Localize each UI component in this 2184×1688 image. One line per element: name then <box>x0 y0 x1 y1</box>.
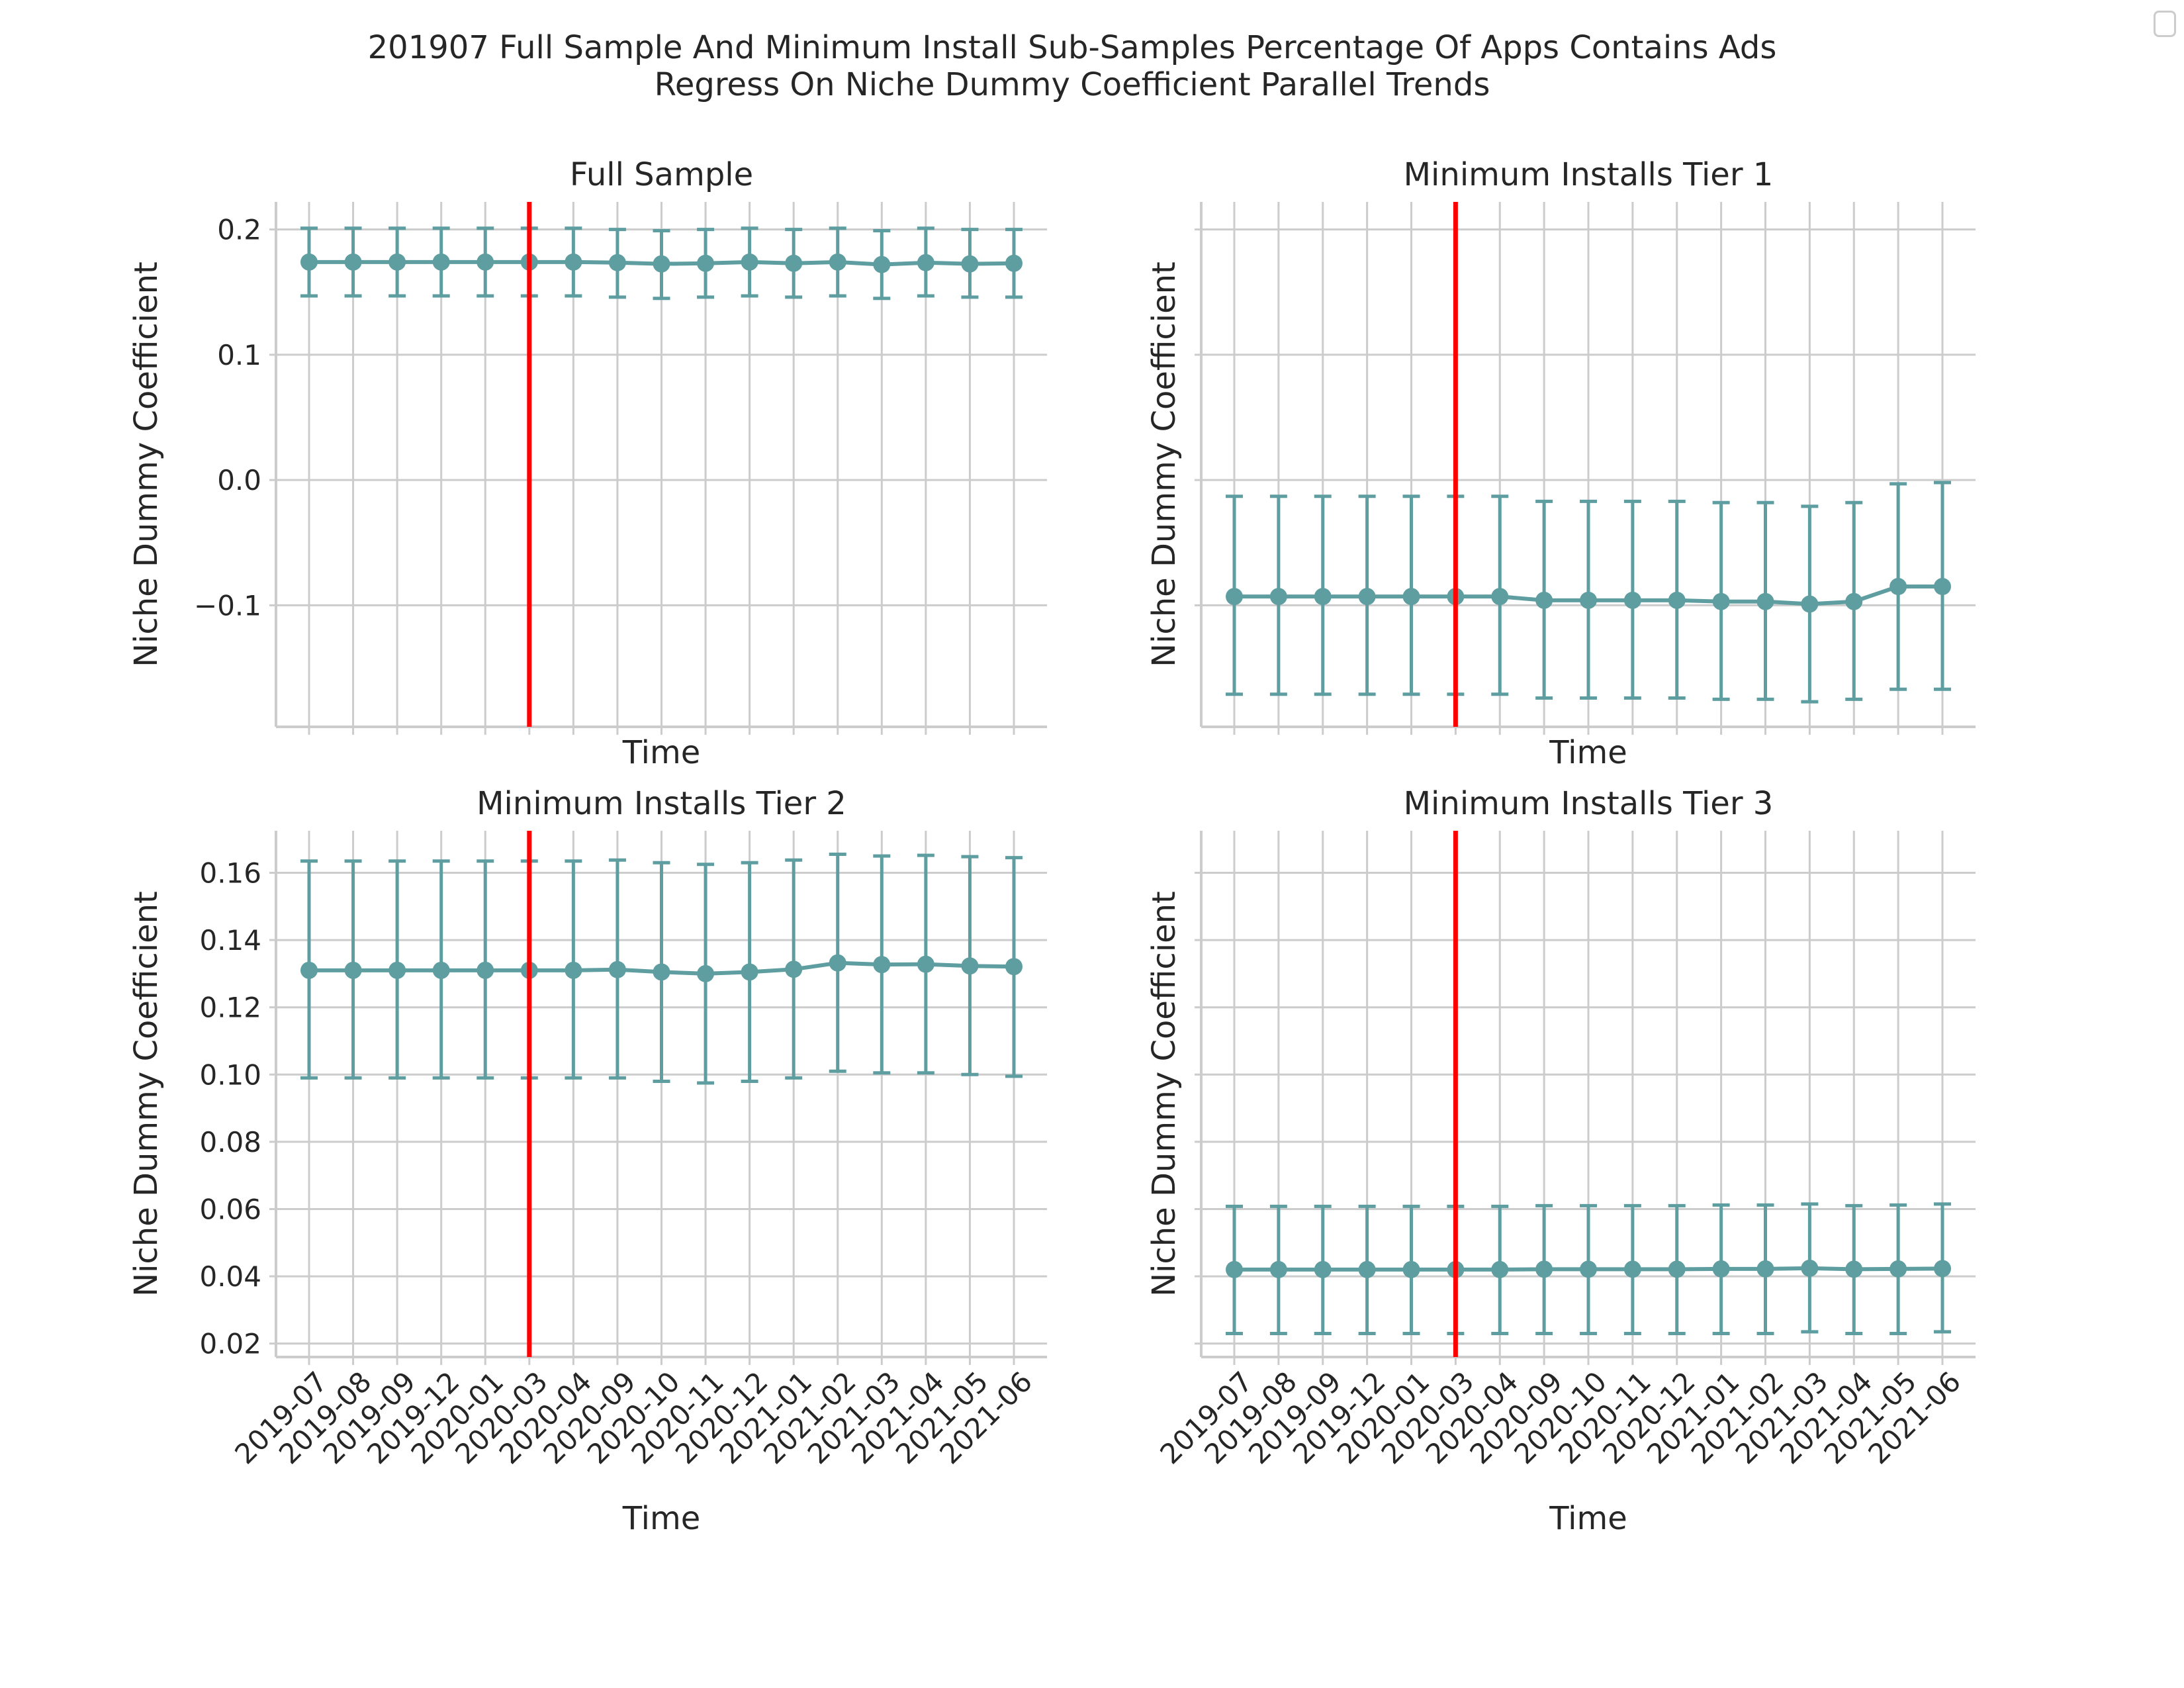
data-point <box>1358 588 1376 606</box>
y-tick-label: −0.1 <box>194 589 261 622</box>
data-point <box>961 255 979 273</box>
y-tick-label: 0.16 <box>199 857 261 889</box>
data-point <box>697 964 715 982</box>
data-point <box>873 956 891 974</box>
data-point <box>917 955 934 973</box>
y-tick-label: 0.06 <box>199 1193 261 1225</box>
data-point <box>697 254 715 272</box>
data-point <box>829 253 846 271</box>
data-point <box>1005 254 1023 272</box>
data-point <box>432 253 450 271</box>
data-point <box>388 253 406 271</box>
data-point <box>477 961 494 979</box>
data-point <box>388 961 406 979</box>
y-axis-label: Niche Dummy Coefficient <box>128 891 165 1297</box>
data-point <box>1580 1260 1597 1278</box>
y-tick-label: 0.12 <box>199 992 261 1024</box>
data-point <box>344 961 362 979</box>
x-axis-label: Time <box>622 734 700 771</box>
x-axis-label: Time <box>1549 734 1627 771</box>
data-point <box>1801 1259 1819 1277</box>
y-tick-label: 0.08 <box>199 1126 261 1158</box>
y-axis-label: Niche Dummy Coefficient <box>1146 261 1183 667</box>
data-point <box>608 961 626 978</box>
data-point <box>1756 1260 1774 1278</box>
x-axis-label: Time <box>622 1500 700 1537</box>
y-axis-label: Niche Dummy Coefficient <box>128 261 165 667</box>
data-point <box>1402 1260 1420 1278</box>
y-tick-label: 0.1 <box>217 339 261 371</box>
data-point <box>1756 592 1774 610</box>
subplot-title: Minimum Installs Tier 2 <box>477 785 846 822</box>
subplot-2: Minimum Installs Tier 1 Time Niche Dummy C… <box>1146 156 1976 771</box>
data-point <box>785 961 803 978</box>
data-point <box>961 957 979 975</box>
data-point <box>653 255 670 273</box>
data-point <box>1934 578 1951 596</box>
data-point <box>432 961 450 979</box>
y-tick-label: 0.04 <box>199 1260 261 1293</box>
data-point <box>477 253 494 271</box>
data-point <box>873 256 891 273</box>
data-point <box>1491 1260 1509 1278</box>
data-point <box>1623 1260 1641 1278</box>
figure-title-line-2: Regress On Niche Dummy Coefficient Paral… <box>655 66 1490 103</box>
data-point <box>565 253 582 271</box>
data-point <box>1934 1260 1951 1278</box>
data-point <box>1402 588 1420 606</box>
subplot-title: Minimum Installs Tier 3 <box>1404 785 1774 822</box>
data-point <box>1580 591 1597 609</box>
y-tick-label: 0.2 <box>217 214 261 246</box>
y-tick-label: 0.10 <box>199 1058 261 1091</box>
data-point <box>1712 592 1730 610</box>
data-point <box>608 254 626 271</box>
data-point <box>300 961 318 979</box>
y-tick-label: 0.14 <box>199 924 261 957</box>
data-point <box>1005 958 1023 976</box>
data-point <box>1535 591 1553 609</box>
data-point <box>1889 578 1907 596</box>
data-point <box>785 254 803 272</box>
data-point <box>1668 1260 1686 1278</box>
y-axis-label: Niche Dummy Coefficient <box>1146 891 1183 1297</box>
x-axis-label: Time <box>1549 1500 1627 1537</box>
y-tick-label: 0.02 <box>199 1328 261 1360</box>
subplot-title: Full Sample <box>570 156 753 193</box>
subplot-grid: −0.1 0.0 0.1 0.2 Full Sample Time Niche Dummy … <box>128 156 1976 1537</box>
data-point <box>1226 1260 1243 1278</box>
data-point <box>1845 1260 1863 1278</box>
data-point <box>1314 588 1332 606</box>
data-point <box>344 253 362 271</box>
data-point <box>829 954 846 972</box>
data-point <box>917 254 934 271</box>
subplot-title: Minimum Installs Tier 1 <box>1404 156 1774 193</box>
figure-title-line-1: 201907 Full Sample And Minimum Install S… <box>368 29 1777 66</box>
data-point <box>1889 1260 1907 1278</box>
data-point <box>565 961 582 979</box>
data-point <box>1712 1260 1730 1278</box>
subplot-1: −0.1 0.0 0.1 0.2 Full Sample Time Niche Dummy … <box>128 156 1047 771</box>
data-point <box>1801 595 1819 613</box>
data-point <box>1314 1260 1332 1278</box>
y-tick-label: 0.0 <box>217 464 261 496</box>
data-point <box>653 963 670 981</box>
data-point <box>1358 1260 1376 1278</box>
data-point <box>1226 588 1243 606</box>
data-point <box>1668 591 1686 609</box>
data-point <box>1535 1260 1553 1278</box>
data-point <box>1491 588 1509 606</box>
subplot-3: 0.020.040.060.080.100.120.140.162019-072… <box>128 785 1047 1537</box>
data-point <box>741 963 758 981</box>
data-point <box>1845 592 1863 610</box>
data-point <box>741 253 758 271</box>
data-point <box>1623 591 1641 609</box>
data-point <box>1269 1260 1287 1278</box>
data-point <box>1269 588 1287 606</box>
subplot-4: 2019-072019-082019-092019-122020-012020-… <box>1146 785 1976 1537</box>
legend-box <box>2154 11 2176 37</box>
data-point <box>300 253 318 271</box>
